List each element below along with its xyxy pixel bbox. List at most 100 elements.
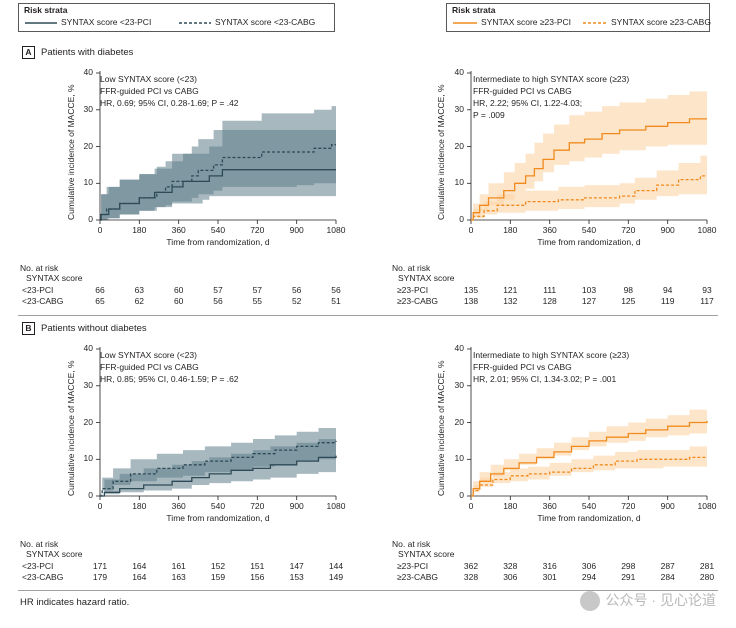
risk-value: 153	[289, 572, 304, 582]
y-tick-label: 20	[454, 416, 464, 427]
risk-value: 171	[92, 561, 108, 571]
y-tick-label: 10	[454, 177, 464, 188]
ci-band-cabg	[471, 155, 707, 220]
risk-value: 94	[662, 285, 673, 295]
ci-band-cabg	[471, 444, 707, 496]
x-tick-label: 540	[210, 225, 226, 235]
km-curve-cabg	[471, 456, 707, 497]
chart-annotation: Low SYNTAX score (<23) FFR-guided PCI vs …	[100, 349, 239, 385]
y-tick-label: 0	[88, 490, 93, 500]
risk-value: 328	[503, 561, 518, 571]
risk-row-label: <23-CABG	[22, 572, 64, 582]
x-tick-label: 540	[210, 501, 226, 511]
risk-value: 125	[621, 296, 636, 306]
dashed-line-swatch	[179, 22, 211, 24]
risk-value: 280	[699, 572, 715, 582]
risk-table-subtitle: SYNTAX score	[26, 273, 83, 283]
risk-row-label: <23-CABG	[22, 296, 64, 306]
y-tick-label: 40	[83, 67, 93, 77]
km-curve-pci	[471, 420, 708, 497]
y-tick-label: 30	[454, 103, 464, 114]
risk-table-subtitle: SYNTAX score	[398, 273, 455, 283]
risk-value: 149	[328, 572, 344, 582]
risk-value: 284	[660, 572, 675, 582]
y-tick-label: 20	[454, 140, 464, 151]
panel-title: Patients without diabetes	[41, 323, 147, 334]
legend-item-label: SYNTAX score ≥23-CABG	[611, 17, 711, 27]
legend-left: Risk strata SYNTAX score <23-PCI SYNTAX …	[18, 3, 335, 32]
x-tick-label: 540	[581, 501, 597, 511]
km-curve-cabg	[100, 144, 336, 221]
y-tick-label: 10	[83, 177, 93, 188]
risk-value: 60	[173, 296, 184, 306]
risk-value: 62	[134, 296, 145, 306]
legend-right: Risk strata SYNTAX score ≥23-PCI SYNTAX …	[446, 3, 711, 32]
watermark: 公众号 · 见心论道	[579, 590, 716, 612]
risk-value: 306	[581, 561, 597, 571]
ci-band-cabg	[100, 424, 336, 496]
x-axis-label: Time from randomization, d	[537, 237, 641, 247]
dashed-line-swatch	[583, 22, 607, 24]
legend-item-label: SYNTAX score <23-PCI	[61, 17, 152, 27]
legend-item-cabg: SYNTAX score <23-CABG	[179, 17, 315, 27]
x-tick-label: 900	[660, 501, 675, 511]
risk-value: 55	[252, 296, 263, 306]
chart-annotation: Intermediate to high SYNTAX score (≥23) F…	[473, 73, 629, 121]
ci-band-pci	[471, 91, 707, 221]
risk-value: 121	[503, 285, 518, 295]
annotation-line: Low SYNTAX score (<23)	[100, 350, 197, 360]
y-tick-label: 40	[83, 343, 93, 353]
risk-value: 281	[699, 561, 715, 571]
x-tick-label: 540	[581, 225, 597, 235]
y-tick-label: 40	[454, 67, 464, 77]
risk-value: 179	[92, 572, 108, 582]
risk-value: 56	[291, 285, 302, 295]
watermark-text: 公众号 · 见心论道	[605, 592, 716, 608]
risk-value: 138	[463, 296, 479, 306]
x-tick-label: 360	[542, 225, 557, 235]
risk-value: 117	[700, 296, 714, 306]
y-axis-label: Cumulative incidence of MACCE, %	[66, 360, 76, 496]
legend-title: Risk strata	[452, 5, 496, 15]
risk-value: 328	[463, 572, 479, 582]
annotation-line: FFR-guided PCI vs CABG	[100, 86, 199, 96]
legend-item-pci: SYNTAX score <23-PCI	[25, 17, 151, 27]
legend-item-cabg: SYNTAX score ≥23-CABG	[583, 17, 711, 27]
risk-value: 298	[621, 561, 636, 571]
risk-value: 156	[250, 572, 265, 582]
x-tick-label: 180	[503, 225, 518, 235]
risk-row-label: ≥23-CABG	[397, 572, 439, 582]
x-tick-label: 1080	[326, 225, 346, 235]
x-tick-label: 1080	[697, 501, 717, 511]
km-curve-pci	[100, 455, 337, 497]
risk-value: 65	[95, 296, 105, 306]
x-tick-label: 720	[250, 225, 265, 235]
risk-value: 128	[542, 296, 557, 306]
risk-table-subtitle: SYNTAX score	[26, 549, 83, 559]
y-tick-label: 30	[83, 379, 93, 390]
separator-line	[18, 590, 718, 591]
annotation-line: HR, 2.01; 95% CI, 1.34-3.02; P = .001	[473, 374, 617, 384]
risk-value: 63	[134, 285, 145, 295]
footnote: HR indicates hazard ratio.	[20, 597, 130, 608]
annotation-line: P = .009	[473, 110, 505, 120]
risk-value: 306	[503, 572, 518, 582]
risk-value: 163	[171, 572, 186, 582]
risk-value: 287	[660, 561, 675, 571]
y-tick-label: 20	[83, 416, 93, 427]
km-curve-cabg	[471, 175, 707, 221]
x-tick-label: 720	[250, 501, 265, 511]
x-tick-label: 1080	[697, 225, 717, 235]
km-curve-cabg	[100, 440, 337, 497]
x-tick-label: 0	[468, 501, 474, 511]
x-tick-label: 1080	[326, 501, 346, 511]
x-tick-label: 900	[289, 501, 304, 511]
annotation-line: HR, 0.85; 95% CI, 0.46-1.59; P = .62	[100, 374, 239, 384]
x-tick-label: 0	[97, 501, 103, 511]
x-tick-label: 900	[660, 225, 675, 235]
risk-table-subtitle: SYNTAX score	[398, 549, 455, 559]
risk-table-title: No. at risk	[20, 263, 59, 273]
annotation-line: Intermediate to high SYNTAX score (≥23)	[473, 74, 630, 84]
annotation-line: Low SYNTAX score (<23)	[100, 74, 197, 84]
y-tick-label: 30	[83, 103, 93, 114]
